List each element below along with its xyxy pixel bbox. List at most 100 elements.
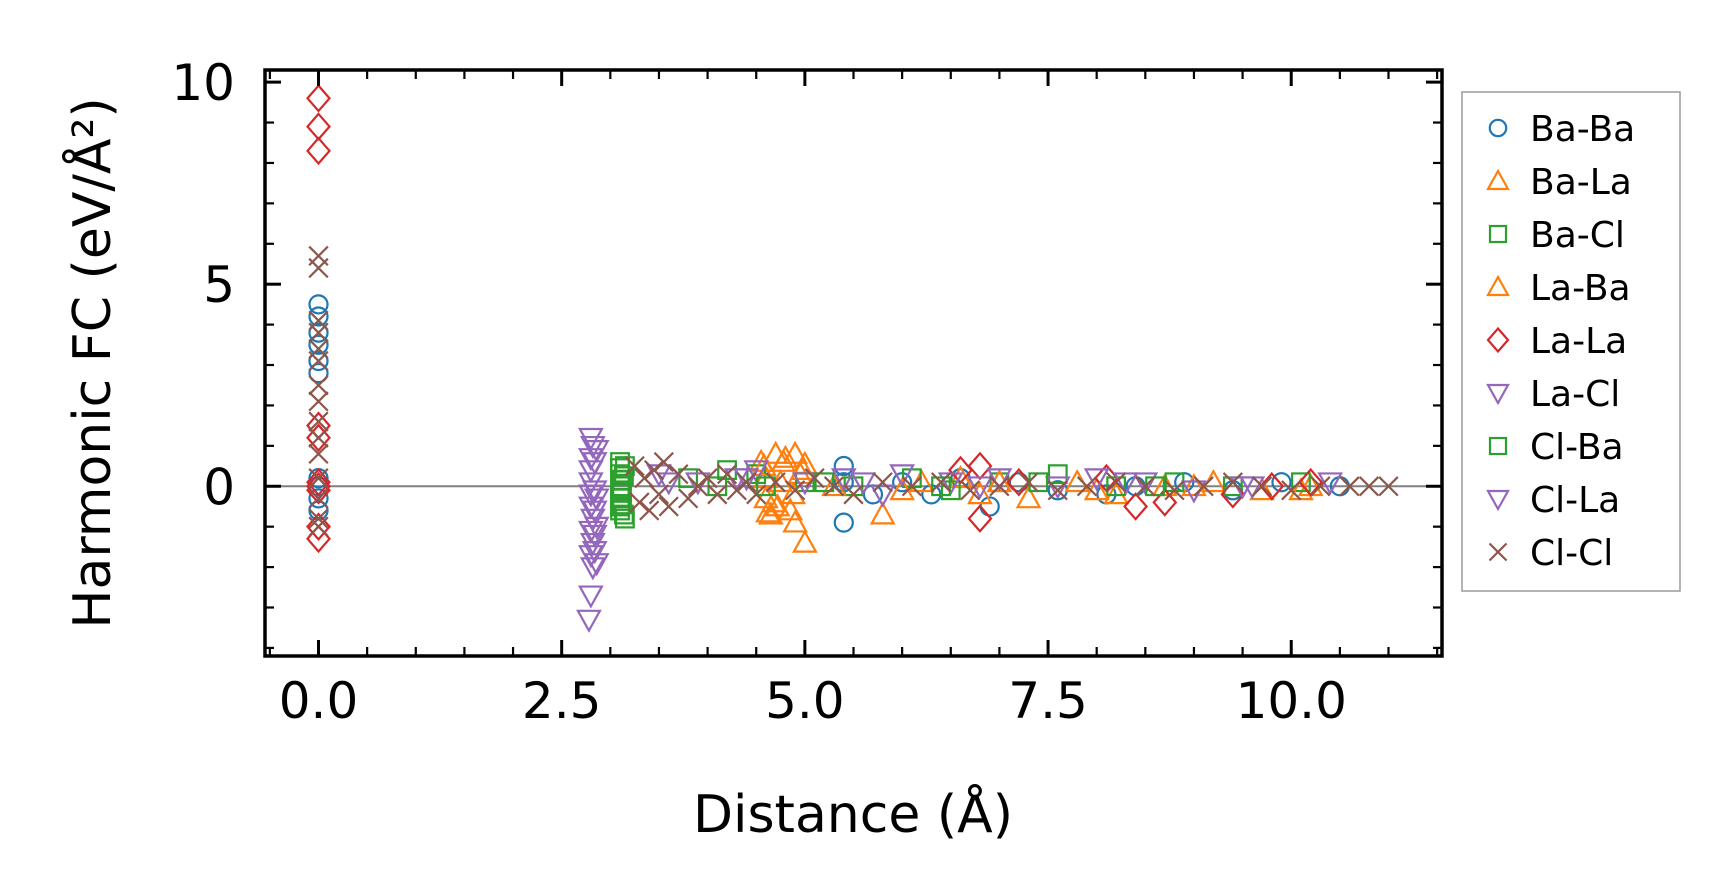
data-point [770,448,797,472]
data-point [668,464,689,485]
legend-item: La-Cl [1486,374,1620,415]
data-point [967,504,993,533]
data-point [833,455,854,477]
y-tick-label: 5 [203,256,235,314]
legend-marker [1486,168,1510,191]
series-ba-la [748,440,1324,553]
data-point [707,484,728,505]
data-point [736,472,757,493]
data-point [1047,464,1068,485]
data-point [655,472,682,496]
data-point [833,512,854,533]
legend-item: La-La [1486,321,1627,362]
data-point [306,467,331,497]
data-point [583,488,610,512]
data-point [843,484,864,505]
data-point [308,411,329,432]
legend-item: Cl-La [1486,480,1620,521]
data-point [782,440,809,464]
data-point [308,350,329,372]
data-point [577,484,604,508]
data-point [308,306,329,327]
data-point [579,532,606,557]
data-point [746,484,767,505]
data-point [577,520,604,544]
data-point [624,455,645,477]
data-point [869,501,896,525]
data-point [1310,476,1331,497]
data-point [1271,472,1292,493]
data-point [790,456,816,480]
data-point [577,427,604,452]
data-point [581,541,608,565]
data-point [743,460,770,484]
data-point [1106,472,1127,493]
data-point [306,83,331,113]
data-point [1358,476,1380,497]
data-point [764,493,791,517]
data-point [823,476,845,497]
data-point [308,488,329,509]
data-point [804,468,825,489]
legend-marker [1488,224,1508,244]
data-point [872,472,893,493]
data-point [1123,492,1149,521]
legend-item: La-Ba [1486,268,1631,309]
data-point [612,470,632,491]
x-axis-title: Distance (Å) [693,783,1013,845]
data-point [648,484,670,505]
data-point [308,257,329,279]
data-point [757,501,784,525]
data-point [678,488,699,509]
data-point [308,375,329,396]
data-point [308,427,329,448]
data-point [1339,476,1360,497]
data-point [697,468,718,489]
data-point [308,294,329,315]
data-point [716,464,738,485]
legend-marker [1488,118,1508,138]
legend-label: La-La [1530,321,1627,362]
series-cl-cl [308,245,1399,537]
legend-item: Cl-Cl [1488,533,1613,574]
data-point [756,476,776,497]
x-tick-label: 7.5 [1008,672,1088,730]
data-point [782,509,809,533]
data-point [658,496,679,517]
x-tick-label: 5.0 [765,672,845,730]
legend-label: La-Ba [1530,268,1631,309]
data-point [308,443,329,465]
data-point [583,439,610,464]
data-point [751,452,777,476]
legend-label: Ba-La [1530,162,1632,203]
data-point [830,468,857,492]
y-tick-label: 0 [203,458,235,516]
data-point [306,423,331,453]
data-point [1152,488,1178,517]
data-point [308,362,329,384]
data-point [612,482,632,503]
data-point [306,112,331,141]
data-point [1015,485,1042,509]
data-point [1193,476,1214,497]
data-point [1135,476,1156,497]
legend-label: Cl-La [1530,480,1620,521]
data-point [1378,476,1399,497]
data-point [614,466,634,487]
legend-item: Ba-Ba [1488,109,1635,150]
data-point [678,468,699,489]
data-point [639,500,660,521]
data-point [1251,476,1273,497]
legend-label: La-Cl [1530,374,1620,415]
x-tick-label: 2.5 [522,672,602,730]
data-point [1291,472,1311,493]
legend-item: Ba-La [1486,162,1632,203]
data-point [1164,480,1185,501]
legend-label: Cl-Ba [1530,427,1624,468]
data-point [989,476,1010,497]
legend-marker [1486,326,1510,354]
data-point [1281,480,1302,501]
data-point [1047,480,1068,501]
legend-marker [1486,274,1510,297]
